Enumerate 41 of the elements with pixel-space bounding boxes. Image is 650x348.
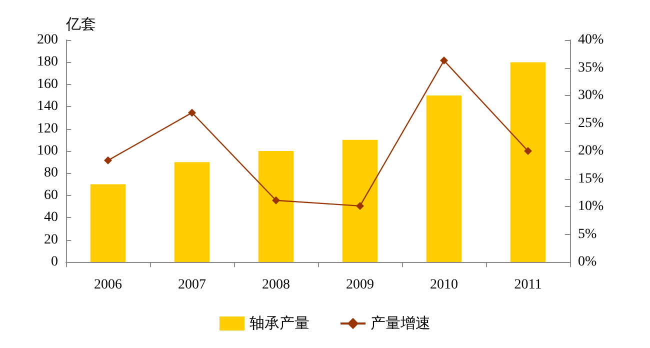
y-tick-label: 60 [44, 188, 58, 203]
x-tick-label: 2008 [262, 278, 290, 292]
y-tick-label: 40 [44, 210, 58, 226]
x-tick-label: 2006 [94, 278, 122, 292]
y-axis-title: 亿套 [65, 16, 96, 33]
point [440, 56, 448, 65]
y-tick-label: 0 [51, 254, 58, 270]
x-tick-label: 2007 [178, 278, 206, 292]
y-tick-label: 80 [44, 166, 58, 181]
y-tick-label: 200 [37, 32, 58, 48]
x-tick-label: 2010 [430, 278, 458, 292]
y2-tick-label: 30% [578, 88, 604, 103]
y2-tick-label: 20% [578, 144, 604, 158]
x-tick-label: 2011 [514, 278, 542, 292]
point [104, 156, 112, 164]
bar [174, 162, 210, 262]
point [356, 202, 364, 210]
bar [342, 140, 378, 262]
bar [258, 151, 294, 262]
bar [90, 184, 126, 262]
bar [510, 62, 546, 262]
y-tick-label: 160 [37, 76, 58, 92]
point [188, 108, 196, 117]
y2-tick-label: 0% [578, 254, 597, 270]
y-tick-label: 140 [37, 99, 58, 114]
point [524, 147, 532, 155]
y2-tick-label: 40% [578, 32, 604, 48]
legend-label: 产量增速 [370, 315, 430, 332]
y2-tick-label: 25% [578, 116, 604, 131]
point [272, 196, 280, 204]
y-tick-label: 100 [37, 144, 58, 158]
y-tick-label: 120 [37, 121, 58, 136]
y-tick-label: 180 [37, 54, 58, 70]
legend-label: 轴承产量 [250, 315, 310, 332]
y2-tick-label: 35% [578, 60, 604, 76]
bar [426, 96, 462, 262]
y2-tick-label: 15% [578, 171, 604, 186]
y2-tick-label: 10% [578, 199, 604, 214]
x-tick-label: 2009 [346, 278, 374, 292]
y-tick-label: 20 [44, 232, 58, 248]
y2-tick-label: 5% [578, 226, 597, 242]
